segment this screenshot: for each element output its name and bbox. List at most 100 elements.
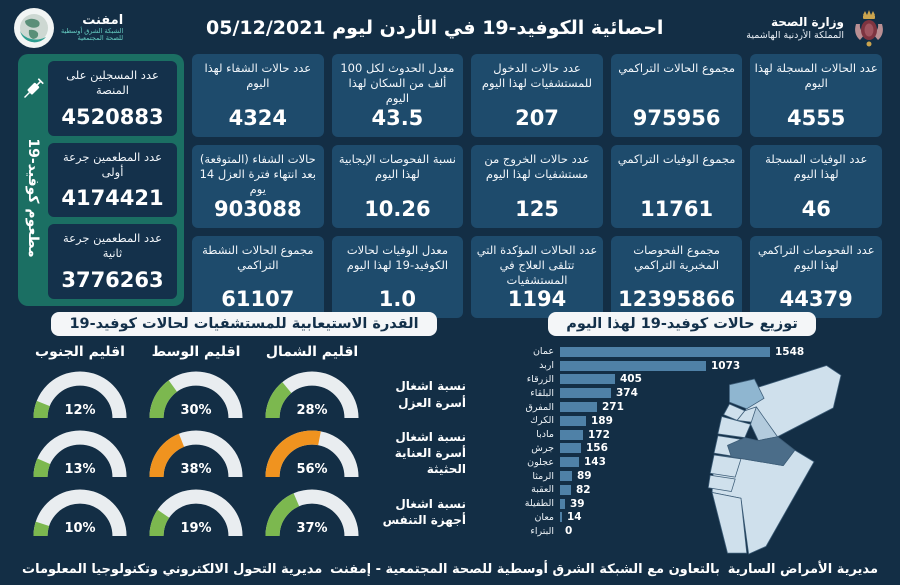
capacity-gauge: 56% [265, 430, 359, 477]
gauge-value: 28% [296, 403, 328, 418]
vaccination-card: عدد المطعمين جرعة أولى 4174421 [48, 142, 177, 218]
capacity-gauge: 13% [33, 430, 127, 477]
bar-row: الطفيلة 39 [524, 497, 585, 510]
gauge-value: 56% [296, 461, 328, 477]
capacity-row: نسبة اشغال أجهزة التنفس 37% 19% 10% [18, 489, 470, 536]
capacity-title: القدرة الاستيعابية للمستشفيات لحالات كوف… [51, 312, 437, 336]
bar-row: مادبا 172 [536, 428, 610, 441]
capacity-section: القدرة الاستيعابية للمستشفيات لحالات كوف… [18, 312, 470, 558]
capacity-gauge: 30% [149, 371, 243, 418]
stat-card: عدد الحالات المسجلة لهذا اليوم 4555 [750, 54, 882, 137]
bar-row: الرمثا 89 [532, 470, 592, 483]
bar-row: عجلون 143 [527, 456, 606, 469]
capacity-col-center: اقليم الوسط [151, 344, 241, 360]
capacity-col-north: اقليم الشمال [265, 344, 359, 360]
gauge-value: 10% [64, 520, 96, 536]
stat-card: عدد الوفيات المسجلة لهذا اليوم 46 [750, 144, 882, 228]
footer: مديرية الأمراض السارية بالتعاون مع الشبك… [22, 562, 878, 577]
gauge-value: 38% [180, 461, 212, 477]
ministry-country: المملكة الأردنية الهاشمية [746, 29, 844, 41]
stat-card: مجموع الحالات التراكمي 975956 [610, 54, 743, 137]
capacity-col-south: اقليم الجنوب [35, 344, 125, 360]
capacity-gauge: 28% [265, 371, 359, 418]
jordan-map [678, 354, 878, 556]
vaccination-side-strip: مطعوم كوفيد-19 [18, 54, 48, 306]
bar-row: جرش 156 [531, 442, 608, 455]
bar-row: البلقاء 374 [530, 387, 638, 400]
stat-card: نسبة الفحوصات الإيجابية لهذا اليوم 10.26 [331, 144, 464, 228]
dist-bar [560, 374, 615, 385]
bar-row: العقبة 82 [531, 483, 591, 496]
capacity-gauge: 38% [149, 430, 243, 477]
bar-row: المفرق 271 [525, 401, 624, 414]
dist-bar [560, 484, 571, 495]
distribution-title: توزيع حالات كوفيد-19 لهذا اليوم [548, 312, 816, 336]
gauge-value: 30% [180, 403, 212, 418]
stat-card: معدل الحدوث لكل 100 ألف من السكان لهذا ا… [331, 54, 464, 137]
gauge-arc [149, 489, 243, 536]
capacity-row: نسبة اشغال أسرة العزل 28% 30% 12% [18, 371, 470, 418]
ministry-block: وزارة الصحة المملكة الأردنية الهاشمية [746, 8, 886, 48]
vaccination-side-label: مطعوم كوفيد-19 [25, 137, 41, 258]
vaccination-card: عدد المسجلين على المنصة 4520883 [48, 61, 177, 136]
footer-left-text: مديرية التحول الالكتروني وتكنولوجيا المع… [22, 562, 323, 577]
map-region-karak [709, 454, 742, 478]
dist-bar [560, 457, 579, 468]
gauge-arc [265, 430, 359, 477]
vaccination-card: عدد المطعمين جرعة ثانية 3776263 [48, 224, 177, 300]
gauge-value: 13% [64, 461, 96, 477]
bar-row: معان 14 [534, 511, 582, 524]
dist-bar [560, 402, 597, 413]
vaccination-panel: مطعوم كوفيد-19 عدد المسجلين على المنصة 45… [18, 54, 184, 306]
stat-card: مجموع الحالات النشطة التراكمي 61107 [192, 235, 324, 319]
stat-card: عدد الفحوصات التراكمي لهذا اليوم 44379 [750, 235, 882, 319]
bar-row: الكرك 189 [530, 414, 613, 427]
dist-bar [560, 429, 583, 440]
dist-bar [560, 388, 611, 399]
emphnet-subline1: الشبكة الشرق أوسطية [61, 27, 124, 35]
capacity-gauge: 37% [265, 489, 359, 536]
stat-card: حالات الشفاء (المتوقعة) بعد انتهاء فترة … [192, 144, 324, 228]
dist-bar [560, 512, 562, 523]
dist-bar [560, 498, 565, 509]
capacity-table: اقليم الشمال اقليم الوسط اقليم الجنوب نس… [18, 344, 470, 536]
gauge-arc [265, 489, 359, 536]
jordan-coat-of-arms-icon [855, 10, 883, 47]
dist-bar [560, 443, 581, 454]
gauge-value: 12% [64, 403, 96, 418]
footer-center-text: بالتعاون مع الشبكة الشرق أوسطية للصحة ال… [330, 562, 720, 577]
stat-card: مجموع الفحوصات المخبرية التراكمي 12395866 [610, 235, 743, 319]
capacity-header-row: اقليم الشمال اقليم الوسط اقليم الجنوب [18, 344, 470, 360]
emphnet-subline2: للصحة المجتمعية [77, 34, 124, 43]
bottom-section: توزيع حالات كوفيد-19 لهذا اليوم عمان 1548… [18, 312, 882, 558]
gauge-arc [149, 430, 243, 477]
emphnet-name: امفنت [82, 12, 124, 28]
capacity-row: نسبة اشغال أسرة العناية الحثيثة 56% 38% … [18, 429, 470, 478]
map-region-irbid [729, 378, 765, 410]
gauge-value: 19% [180, 520, 212, 536]
gauge-arc [265, 371, 359, 418]
stat-card: عدد حالات الدخول للمستشفيات لهذا اليوم 20… [471, 54, 603, 137]
stat-card: عدد حالات الشفاء لهذا اليوم 4324 [192, 54, 324, 137]
stats-grid: عدد الحالات المسجلة لهذا اليوم 4555 مجموع… [192, 54, 882, 319]
footer-right-text: مديرية الأمراض السارية [727, 562, 878, 577]
syringe-icon [24, 78, 44, 98]
dist-bar [560, 346, 770, 357]
bar-row: عمان 1548 [532, 345, 805, 358]
capacity-gauge: 12% [33, 371, 127, 418]
map-region-tafilah [707, 474, 736, 492]
header: وزارة الصحة المملكة الأردنية الهاشمية اح… [0, 0, 900, 52]
bar-row: البتراء 0 [530, 525, 573, 538]
dist-bar [560, 415, 586, 426]
capacity-gauge: 19% [149, 489, 243, 536]
globe-icon [14, 8, 55, 48]
stat-card: مجموع الوفيات التراكمي 11761 [610, 144, 743, 228]
gauge-value: 37% [296, 520, 328, 536]
dist-bar [560, 360, 706, 371]
ministry-name: وزارة الصحة [770, 14, 844, 29]
bar-row: اربد 1073 [539, 359, 741, 372]
stat-card: عدد حالات الخروج من مستشفيات لهذا اليوم 1… [471, 144, 603, 228]
map-region-amman [727, 436, 796, 466]
stat-card: عدد الحالات المؤكدة التي تتلقى العلاج في… [471, 235, 603, 319]
emphnet-logo: امفنت الشبكة الشرق أوسطية للصحة المجتمعي… [14, 8, 123, 48]
